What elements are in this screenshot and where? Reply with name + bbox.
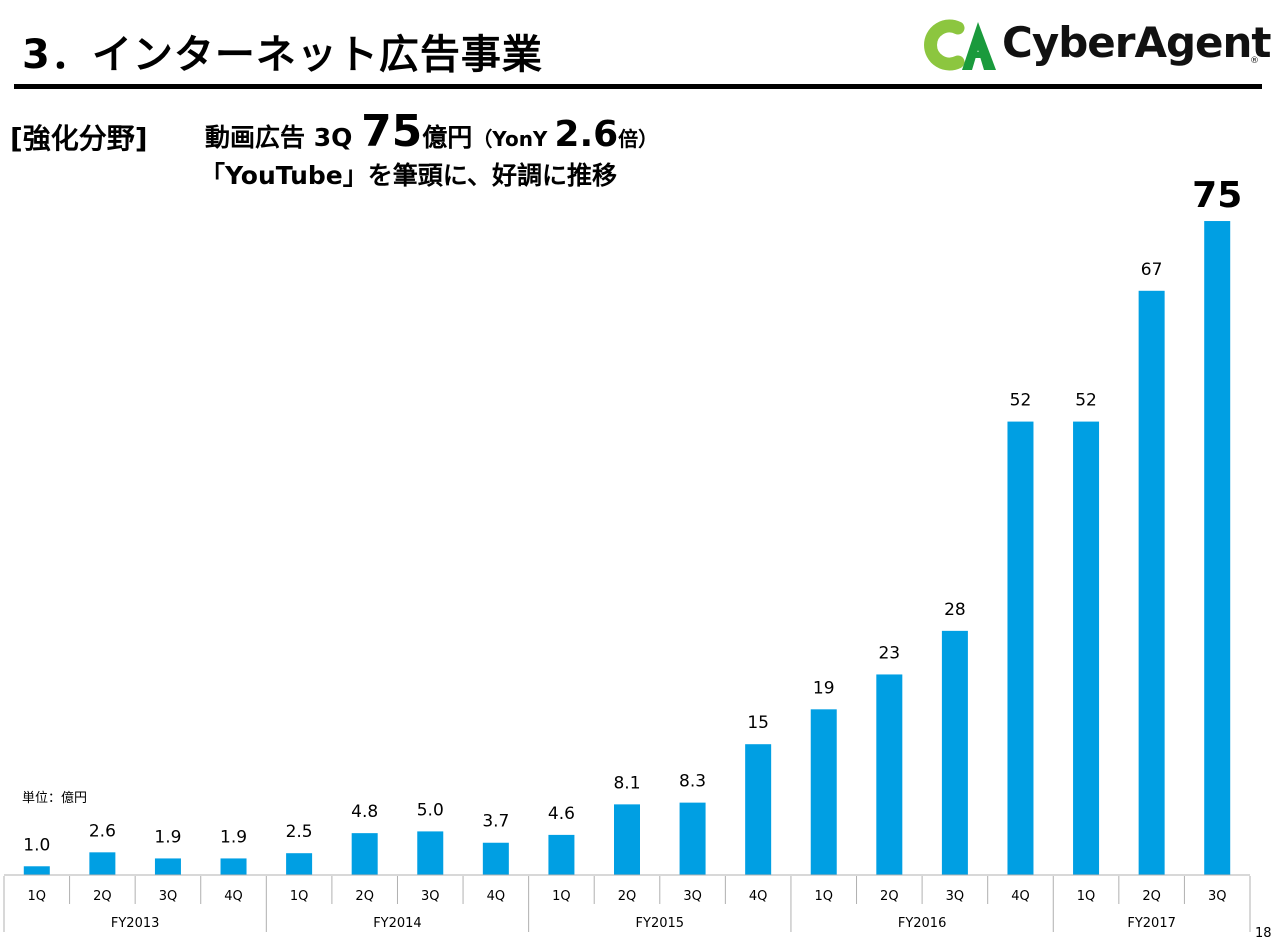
data-label: 67 <box>1141 260 1163 280</box>
x-tick-label: 2Q <box>93 889 112 904</box>
x-tick-label: 3Q <box>159 889 178 904</box>
bar <box>1138 290 1165 875</box>
fiscal-year-label: FY2015 <box>636 916 685 931</box>
bar <box>745 744 772 875</box>
headline-yoy-value: 2.6 <box>554 114 619 155</box>
bar <box>286 853 313 875</box>
bar <box>614 804 640 875</box>
bar <box>548 834 575 875</box>
x-tick-label: 4Q <box>1011 889 1030 904</box>
data-label: 4.6 <box>548 804 575 824</box>
bar <box>220 858 247 875</box>
data-label: 52 <box>1075 391 1097 411</box>
focus-area-label: [強化分野] <box>10 122 148 155</box>
headline-prefix: 動画広告 3Q <box>205 123 362 152</box>
data-label: 4.8 <box>351 802 378 822</box>
bar <box>1204 221 1231 875</box>
x-tick-label: 1Q <box>28 889 47 904</box>
x-tick-label: 4Q <box>487 889 506 904</box>
bar <box>154 858 181 875</box>
x-tick-label: 3Q <box>683 889 702 904</box>
x-tick-label: 3Q <box>1208 889 1227 904</box>
data-label: 23 <box>878 643 900 663</box>
fiscal-year-label: FY2017 <box>1127 916 1176 931</box>
headline-yoy-close: 倍） <box>618 127 659 151</box>
bar <box>1007 421 1034 875</box>
data-label: 28 <box>944 600 966 620</box>
headline-youtube: 「YouTube」を筆頭に、好調に推移 <box>200 161 617 190</box>
x-tick-label: 3Q <box>421 889 440 904</box>
data-label: 2.6 <box>89 821 116 841</box>
data-label: 2.5 <box>286 822 313 842</box>
bar <box>876 674 903 875</box>
x-tick-label: 3Q <box>946 889 965 904</box>
data-label: 15 <box>747 713 769 733</box>
x-tick-label: 2Q <box>880 889 899 904</box>
bar <box>810 709 837 875</box>
headline-value: 75 <box>361 106 423 157</box>
data-label: 3.7 <box>482 812 509 832</box>
x-tick-label: 2Q <box>355 889 374 904</box>
data-label: 52 <box>1010 391 1032 411</box>
bar <box>941 630 968 875</box>
x-tick-label: 1Q <box>290 889 309 904</box>
x-tick-label: 1Q <box>814 889 833 904</box>
data-label: 8.1 <box>613 773 640 793</box>
bar <box>1073 421 1100 875</box>
x-tick-label: 2Q <box>618 889 637 904</box>
bar <box>417 831 444 875</box>
bar <box>89 852 116 875</box>
headline-yoy-open: （YonY <box>472 127 555 151</box>
fiscal-year-label: FY2014 <box>373 916 422 931</box>
logo-registered-mark: ® <box>1250 56 1259 66</box>
fiscal-year-label: FY2013 <box>111 916 160 931</box>
x-tick-label: 2Q <box>1142 889 1161 904</box>
cyberagent-logo: CyberAgent ® <box>922 14 1271 76</box>
bar <box>679 802 706 875</box>
x-tick-label: 4Q <box>224 889 243 904</box>
headline-unit: 億円 <box>422 123 473 152</box>
bar <box>351 833 378 875</box>
data-label: 19 <box>813 678 835 698</box>
fiscal-year-label: FY2016 <box>898 916 947 931</box>
title-divider <box>14 84 1262 89</box>
data-label: 1.9 <box>154 827 181 847</box>
x-tick-label: 4Q <box>749 889 768 904</box>
data-label: 75 <box>1192 175 1242 216</box>
data-label: 1.0 <box>23 835 50 855</box>
headline-video-ads: 動画広告 3Q 75億円（YonY 2.6倍） <box>205 106 658 167</box>
page-number: 18 <box>1255 926 1272 941</box>
bar <box>23 866 50 875</box>
logo-wordmark: CyberAgent <box>1002 18 1271 67</box>
bar <box>482 842 509 875</box>
unit-label: 単位：億円 <box>22 791 88 806</box>
data-label: 5.0 <box>417 800 444 820</box>
data-label: 1.9 <box>220 827 247 847</box>
ca-logo-mark-icon <box>924 19 996 71</box>
x-tick-label: 1Q <box>1077 889 1096 904</box>
x-tick-label: 1Q <box>552 889 571 904</box>
data-label: 8.3 <box>679 772 706 792</box>
slide-title: 3．インターネット広告事業 <box>22 32 543 78</box>
